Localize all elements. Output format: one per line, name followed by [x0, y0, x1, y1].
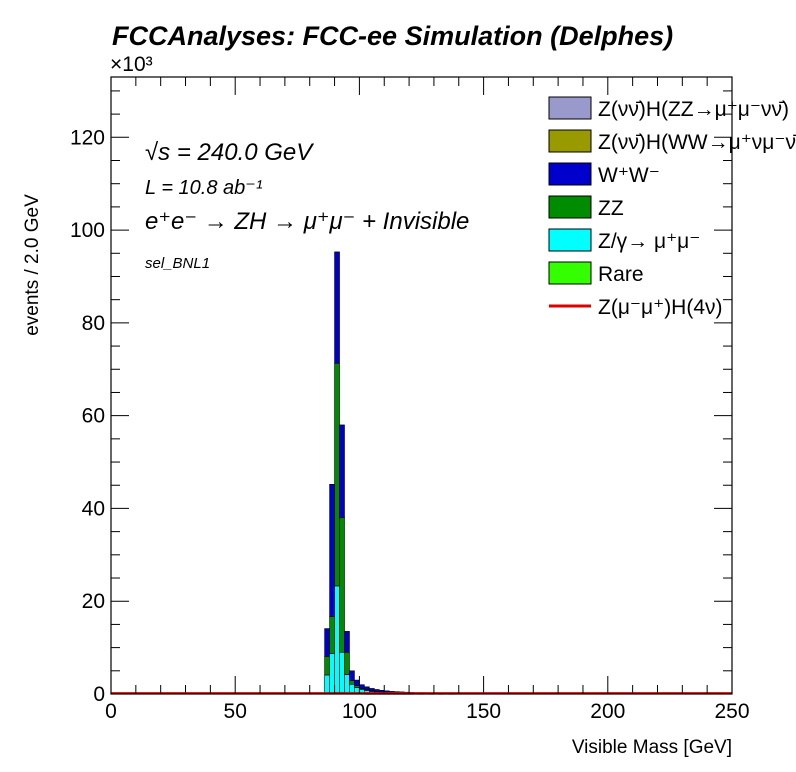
- bar-z-3: [339, 651, 345, 693]
- y-axis-title: events / 2.0 GeV: [22, 194, 43, 336]
- annotation-luminosity: L = 10.8 ab⁻¹: [145, 177, 263, 199]
- bar-ww-8: [364, 686, 370, 690]
- bar-ww-4: [344, 631, 350, 653]
- y-tick-label: 120: [70, 126, 105, 149]
- bar-z-0: [324, 674, 330, 694]
- y-tick-label: 80: [82, 312, 105, 335]
- legend-label: Z(νν̄)H(WW→μ⁺νμ⁻ν̄): [598, 131, 796, 154]
- bar-ww-7: [359, 684, 365, 689]
- legend-label: Z/γ→ μ⁺μ⁻: [598, 230, 700, 253]
- y-tick-label: 100: [70, 219, 105, 242]
- bar-ww-2: [334, 251, 340, 364]
- y-tick-label: 40: [82, 497, 105, 520]
- bar-ww-6: [354, 679, 360, 686]
- y-tick-label: 20: [82, 590, 105, 613]
- x-tick-label: 150: [466, 700, 501, 723]
- y-tick-label: 60: [82, 405, 105, 428]
- bar-ww-1: [329, 484, 335, 617]
- legend-label: W⁺W⁻: [598, 164, 660, 187]
- x-tick-label: 200: [590, 700, 625, 723]
- legend-label: ZZ: [598, 197, 624, 220]
- bar-zz-1: [329, 616, 335, 654]
- x-tick-label: 250: [714, 700, 749, 723]
- legend-label: Z(μ⁻μ⁺)H(4ν): [598, 296, 723, 319]
- plot-frame: [110, 76, 733, 695]
- plot-area: 0 50 100 150 200 250 0 20 40 60 80 100 120: [70, 76, 750, 723]
- bar-ww-11: [378, 689, 385, 693]
- annotation-sqrt-s: √s = 240.0 GeV: [145, 139, 314, 166]
- legend-swatch: [548, 228, 592, 252]
- legend-label: Z(νν̄)H(ZZ→μ⁺μ⁻νν̄): [598, 98, 789, 121]
- legend-label: Rare: [598, 263, 644, 286]
- bar-ww-5: [349, 670, 355, 681]
- legend-swatch: [548, 162, 592, 186]
- bar-z-1: [329, 653, 335, 694]
- legend-swatch: [548, 195, 592, 219]
- bar-z-4: [344, 674, 350, 694]
- legend-swatch: [548, 96, 592, 120]
- annotation-selection: sel_BNL1: [145, 255, 210, 272]
- chart-title: FCCAnalyses: FCC-ee Simulation (Delphes): [112, 21, 673, 51]
- y-tick-label: 0: [93, 683, 105, 706]
- legend: Z(νν̄)H(ZZ→μ⁺μ⁻νν̄) Z(νν̄)H(WW→μ⁺νμ⁻ν̄) W⁺…: [548, 96, 796, 319]
- bar-ww-3: [339, 424, 345, 519]
- y-multiplier: ×10³: [110, 53, 153, 76]
- legend-swatch: [548, 261, 592, 285]
- bar-ww-12: [383, 690, 390, 693]
- legend-swatch: [548, 129, 592, 153]
- x-tick-label: 50: [224, 700, 247, 723]
- bar-zz-5: [349, 680, 355, 685]
- bar-zz-4: [344, 651, 350, 675]
- bar-zz-0: [324, 656, 330, 676]
- bar-ww-10: [374, 689, 380, 692]
- x-axis-title: Visible Mass [GeV]: [572, 737, 732, 758]
- x-tick-label: 100: [342, 700, 377, 723]
- x-tick-label: 0: [105, 700, 117, 723]
- bar-zz-3: [339, 517, 345, 653]
- annotation-process: e⁺e⁻ → ZH → μ⁺μ⁻ + Invisible: [145, 208, 469, 235]
- bar-zz-2: [334, 362, 340, 587]
- bar-ww-9: [369, 688, 375, 692]
- bar-ww-0: [324, 628, 330, 657]
- bar-z-2: [334, 585, 340, 693]
